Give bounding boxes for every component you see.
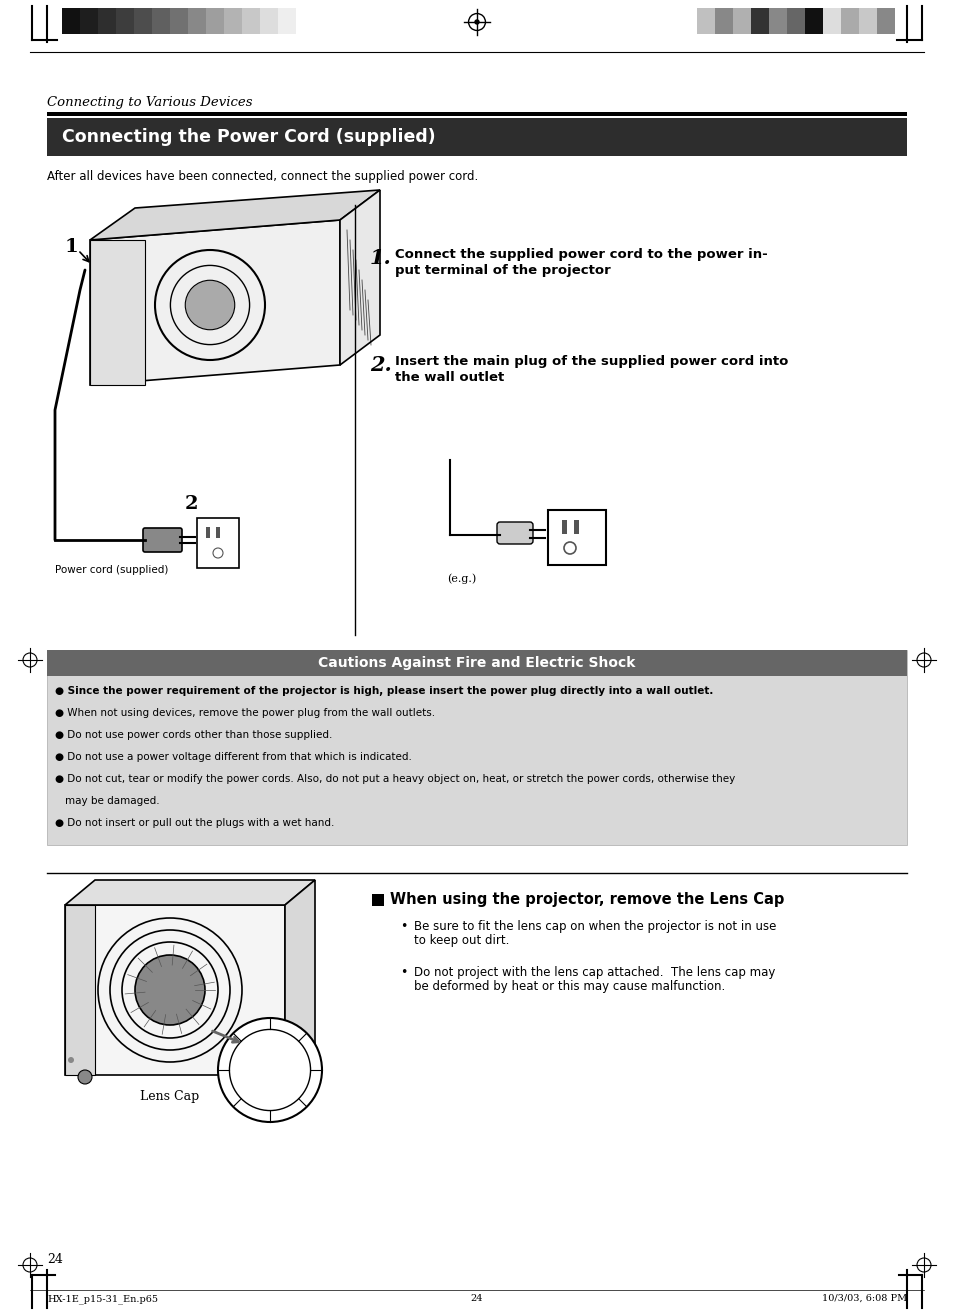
Bar	[90, 240, 145, 385]
Circle shape	[248, 1070, 262, 1085]
Bar	[206, 8, 224, 34]
Circle shape	[475, 20, 478, 24]
FancyBboxPatch shape	[497, 523, 533, 544]
Text: Be sure to fit the lens cap on when the projector is not in use: Be sure to fit the lens cap on when the …	[414, 920, 776, 934]
Bar	[295, 8, 314, 34]
Bar	[196, 519, 239, 569]
Text: ● When not using devices, remove the power plug from the wall outlets.: ● When not using devices, remove the pow…	[55, 708, 435, 718]
Bar	[804, 8, 822, 34]
Text: •: •	[399, 920, 407, 934]
Text: may be damaged.: may be damaged.	[65, 796, 159, 806]
Bar	[750, 8, 768, 34]
Bar	[277, 8, 295, 34]
Text: ● Do not insert or pull out the plugs with a wet hand.: ● Do not insert or pull out the plugs wi…	[55, 818, 334, 829]
Text: 24: 24	[470, 1295, 483, 1302]
Bar	[372, 894, 384, 906]
Text: Connect the supplied power cord to the power in-: Connect the supplied power cord to the p…	[395, 248, 767, 261]
Bar	[876, 8, 894, 34]
Bar	[215, 527, 220, 538]
Polygon shape	[65, 880, 314, 905]
Text: put terminal of the projector: put terminal of the projector	[395, 264, 610, 277]
Bar	[841, 8, 858, 34]
Bar	[65, 905, 95, 1075]
Text: When using the projector, remove the Lens Cap: When using the projector, remove the Len…	[390, 892, 783, 907]
Bar	[80, 8, 98, 34]
Bar	[47, 118, 906, 156]
Bar	[714, 8, 732, 34]
Text: to keep out dirt.: to keep out dirt.	[414, 934, 509, 947]
Text: Do not project with the lens cap attached.  The lens cap may: Do not project with the lens cap attache…	[414, 966, 775, 979]
Polygon shape	[90, 190, 379, 240]
Bar	[65, 905, 285, 1075]
Text: •: •	[399, 966, 407, 979]
Bar	[224, 8, 242, 34]
Polygon shape	[285, 880, 314, 1075]
Bar	[133, 8, 152, 34]
Text: ● Do not use power cords other than those supplied.: ● Do not use power cords other than thos…	[55, 730, 332, 741]
Bar	[47, 650, 906, 676]
Bar	[242, 8, 260, 34]
Text: (e.g.): (e.g.)	[447, 572, 476, 583]
Bar	[170, 8, 188, 34]
Text: Power cord (supplied): Power cord (supplied)	[55, 565, 168, 575]
Circle shape	[185, 280, 234, 330]
Text: 2.: 2.	[370, 355, 392, 376]
Bar	[98, 8, 116, 34]
Bar	[47, 650, 906, 846]
Polygon shape	[339, 190, 379, 365]
Text: Lens Cap: Lens Cap	[140, 1090, 199, 1103]
Bar	[47, 112, 906, 116]
Circle shape	[218, 1018, 322, 1123]
Text: 24: 24	[47, 1253, 63, 1266]
Text: 1.: 1.	[370, 248, 392, 268]
Bar	[822, 8, 841, 34]
Bar	[768, 8, 786, 34]
Polygon shape	[90, 221, 339, 385]
Bar	[561, 520, 566, 534]
Bar	[547, 509, 605, 565]
Bar	[152, 8, 170, 34]
Bar	[858, 8, 876, 34]
FancyBboxPatch shape	[143, 528, 182, 551]
Bar	[697, 8, 714, 34]
Text: ● Since the power requirement of the projector is high, please insert the power : ● Since the power requirement of the pro…	[55, 685, 713, 696]
Bar	[62, 8, 80, 34]
Circle shape	[78, 1070, 91, 1085]
Circle shape	[68, 1057, 74, 1064]
Circle shape	[135, 955, 205, 1025]
Bar	[732, 8, 750, 34]
Text: 10/3/03, 6:08 PM: 10/3/03, 6:08 PM	[821, 1295, 906, 1302]
Bar	[116, 8, 133, 34]
Bar	[206, 527, 210, 538]
Text: 2: 2	[185, 495, 198, 513]
Text: Insert the main plug of the supplied power cord into: Insert the main plug of the supplied pow…	[395, 355, 787, 368]
Bar	[574, 520, 578, 534]
Text: ● Do not use a power voltage different from that which is indicated.: ● Do not use a power voltage different f…	[55, 752, 412, 762]
Bar	[786, 8, 804, 34]
Bar	[188, 8, 206, 34]
Bar	[260, 8, 277, 34]
Text: Connecting to Various Devices: Connecting to Various Devices	[47, 96, 253, 109]
Text: ● Do not cut, tear or modify the power cords. Also, do not put a heavy object on: ● Do not cut, tear or modify the power c…	[55, 773, 735, 784]
Text: 1: 1	[65, 238, 79, 256]
Text: HX-1E_p15-31_En.p65: HX-1E_p15-31_En.p65	[47, 1295, 158, 1304]
Text: be deformed by heat or this may cause malfunction.: be deformed by heat or this may cause ma…	[414, 979, 724, 993]
Text: Connecting the Power Cord (supplied): Connecting the Power Cord (supplied)	[62, 127, 436, 146]
Text: After all devices have been connected, connect the supplied power cord.: After all devices have been connected, c…	[47, 169, 477, 183]
Text: Cautions Against Fire and Electric Shock: Cautions Against Fire and Electric Shock	[318, 656, 635, 670]
Text: the wall outlet: the wall outlet	[395, 372, 504, 383]
